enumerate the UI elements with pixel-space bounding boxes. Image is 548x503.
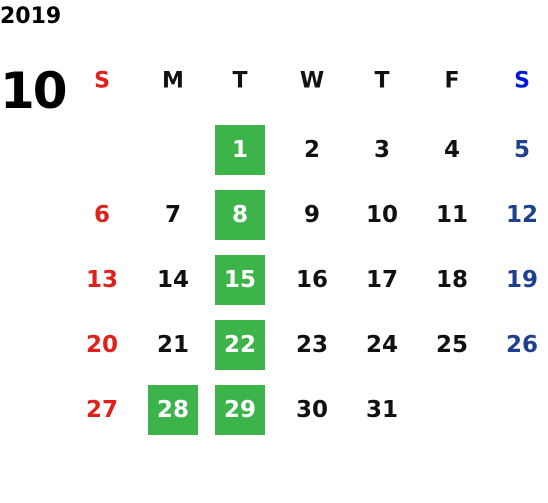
day-number: 27 xyxy=(85,397,119,423)
day-number: 6 xyxy=(93,202,111,228)
day-number: 7 xyxy=(164,202,182,228)
day-number: 18 xyxy=(435,267,469,293)
day-number: 1 xyxy=(231,137,249,163)
day-number: 23 xyxy=(295,332,329,358)
day-number: 17 xyxy=(365,267,399,293)
day-number: 24 xyxy=(365,332,399,358)
weekday-label: T xyxy=(232,68,248,94)
weekday-label: S xyxy=(514,68,530,94)
day-number: 25 xyxy=(435,332,469,358)
highlight-box xyxy=(215,320,265,370)
day-number: 10 xyxy=(365,202,399,228)
weekday-label: M xyxy=(162,68,184,94)
day-number: 31 xyxy=(365,397,399,423)
day-number: 13 xyxy=(85,267,119,293)
weekday-label: T xyxy=(374,68,390,94)
day-number: 9 xyxy=(303,202,321,228)
day-number: 29 xyxy=(223,397,257,423)
day-number: 12 xyxy=(505,202,539,228)
day-number: 30 xyxy=(295,397,329,423)
day-number: 4 xyxy=(443,137,461,163)
month: 10 xyxy=(0,62,68,120)
day-number: 14 xyxy=(156,267,190,293)
year: 2019 xyxy=(0,4,62,29)
day-number: 26 xyxy=(505,332,539,358)
day-number: 16 xyxy=(295,267,329,293)
day-number: 2 xyxy=(303,137,321,163)
day-number: 19 xyxy=(505,267,539,293)
day-number: 20 xyxy=(85,332,119,358)
day-number: 8 xyxy=(231,202,249,228)
day-number: 28 xyxy=(156,397,190,423)
highlight-box xyxy=(215,385,265,435)
day-number: 21 xyxy=(156,332,190,358)
weekday-label: W xyxy=(299,68,325,94)
highlight-box xyxy=(215,190,265,240)
day-number: 5 xyxy=(513,137,531,163)
weekday-label: S xyxy=(94,68,110,94)
highlight-box xyxy=(215,125,265,175)
highlight-box xyxy=(215,255,265,305)
day-number: 15 xyxy=(223,267,257,293)
day-number: 11 xyxy=(435,202,469,228)
highlight-box xyxy=(148,385,198,435)
day-number: 3 xyxy=(373,137,391,163)
day-number: 22 xyxy=(223,332,257,358)
weekday-label: F xyxy=(444,68,460,94)
